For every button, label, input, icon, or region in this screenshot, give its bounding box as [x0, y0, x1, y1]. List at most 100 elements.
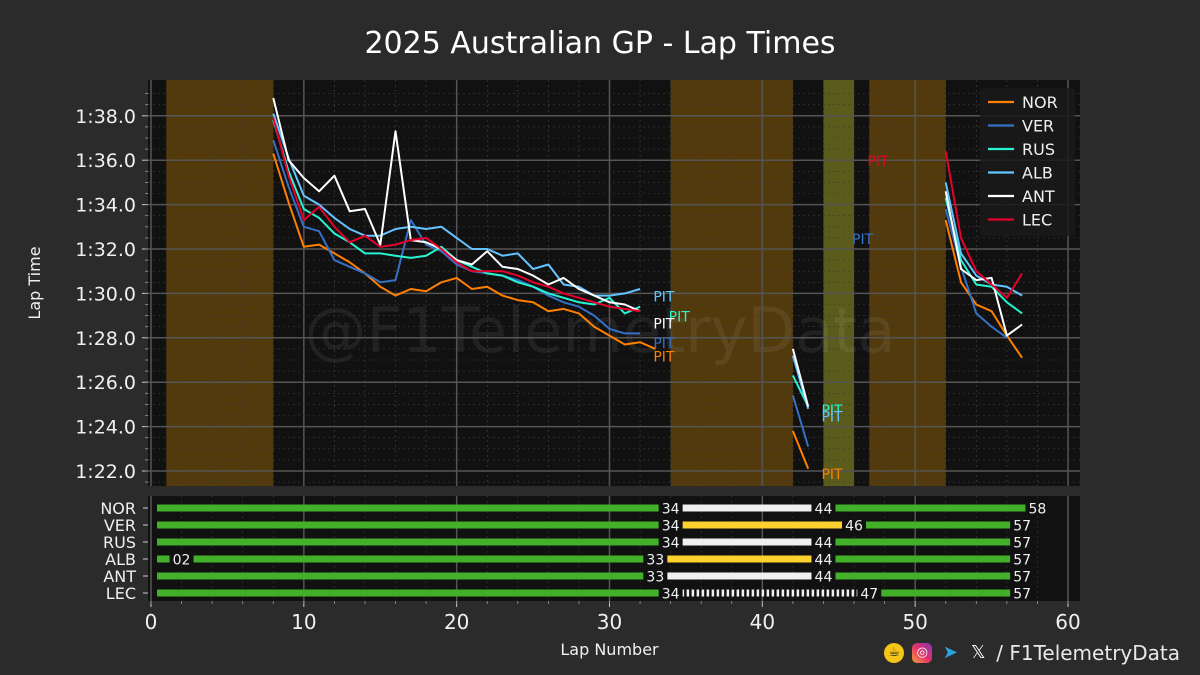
stint-stripe: [811, 589, 815, 597]
stint-stripe: [836, 589, 840, 597]
series-line-ver: [791, 395, 810, 447]
stint-stripe: [851, 589, 855, 597]
stint-bar-alb: [187, 555, 650, 563]
stint-bar-nor: [829, 504, 1032, 512]
y-tick-label: 1:30.0: [75, 283, 136, 305]
stint-label-ant: 57: [1013, 570, 1031, 586]
stint-stripe: [741, 589, 745, 597]
stint-label-bg: [811, 534, 836, 550]
stint-stripe: [776, 589, 780, 597]
series-line-nor: [791, 430, 810, 470]
legend-label-rus: RUS: [1022, 140, 1055, 159]
stint-label-nor: 34: [662, 502, 680, 518]
stint-label-rus: 57: [1013, 536, 1031, 552]
series-line-nor: [944, 219, 1023, 359]
shaded-period-sc-3: [869, 80, 946, 486]
stint-label-bg: [658, 534, 683, 550]
y-tick-label: 1:34.0: [75, 195, 136, 217]
stint-stripe: [731, 589, 735, 597]
stint-stripe: [781, 589, 785, 597]
series-line-rus: [944, 197, 1023, 315]
strategy-plot-area: [148, 496, 1080, 601]
stint-stripe: [766, 589, 770, 597]
stint-label-alb: 57: [1013, 553, 1031, 569]
x-tick-label: 50: [902, 610, 927, 634]
stint-stripe: [726, 589, 730, 597]
stint-stripe: [721, 589, 725, 597]
series-line-ant: [272, 97, 641, 313]
stint-stripe: [736, 589, 740, 597]
y-tick-label: 1:38.0: [75, 106, 136, 128]
series-line-ant: [791, 348, 810, 407]
instagram-icon[interactable]: ◎: [912, 643, 933, 663]
pit-label-nor: PIT: [653, 350, 675, 366]
stint-bar-lec: [157, 589, 665, 597]
stint-label-rus: 44: [815, 536, 833, 552]
stint-label-bg: [811, 551, 836, 567]
y-tick-label: 1:24.0: [75, 417, 136, 439]
stint-stripe: [771, 589, 775, 597]
stint-stripe: [846, 589, 850, 597]
telegram-icon[interactable]: ➤: [942, 642, 958, 663]
stint-label-bg: [811, 500, 836, 516]
stint-label-bg: [842, 517, 867, 533]
stint-label-lec: 57: [1013, 587, 1031, 603]
stint-label-ver: 46: [845, 519, 863, 535]
stint-label-bg: [643, 568, 668, 584]
stint-stripe: [696, 589, 700, 597]
stint-stripe: [761, 589, 765, 597]
stint-stripe: [816, 589, 820, 597]
coffee-icon[interactable]: ☕: [884, 643, 905, 663]
series-line-alb: [944, 182, 1023, 297]
strategy-driver-label: LEC: [106, 584, 136, 603]
stint-bar-rus: [157, 538, 665, 546]
y-axis-label: Lap Time: [25, 246, 44, 319]
y-tick-label: 1:28.0: [75, 328, 136, 350]
stint-label-bg: [1010, 585, 1035, 601]
strategy-driver-label: NOR: [100, 499, 136, 518]
stint-stripe: [681, 589, 685, 597]
stint-stripe: [746, 589, 750, 597]
strategy-driver-label: ANT: [103, 567, 136, 586]
pit-label-rus: PIT: [669, 310, 691, 326]
stint-stripe: [706, 589, 710, 597]
stint-label-rus: 34: [662, 536, 680, 552]
x-tick-label: 40: [750, 610, 775, 634]
pit-label-rus: PIT: [821, 403, 843, 419]
stint-label-bg: [658, 517, 683, 533]
stint-label-lec: 34: [662, 587, 680, 603]
stint-stripe: [686, 589, 690, 597]
footer-handle: / F1TelemetryData: [996, 641, 1180, 665]
pit-label-ant: PIT: [653, 316, 675, 332]
stint-stripe: [796, 589, 800, 597]
stint-bar-ant: [157, 572, 650, 580]
legend-label-nor: NOR: [1022, 93, 1058, 112]
stint-bar-alb: [829, 555, 1017, 563]
legend-label-ant: ANT: [1022, 187, 1055, 206]
stint-label-bg: [811, 568, 836, 584]
stint-bar-ver: [860, 521, 1017, 529]
stint-label-bg: [658, 500, 683, 516]
stint-label-bg: [1010, 551, 1035, 567]
stint-bar-ver: [157, 521, 665, 529]
stint-label-ant: 44: [815, 570, 833, 586]
y-tick-label: 1:26.0: [75, 372, 136, 394]
stint-stripe: [801, 589, 805, 597]
x-tick-label: 20: [444, 610, 469, 634]
stint-label-alb: 44: [815, 553, 833, 569]
legend-label-alb: ALB: [1022, 164, 1053, 183]
stint-stripe: [831, 589, 835, 597]
pit-label-ver: PIT: [653, 336, 675, 352]
legend-label-lec: LEC: [1022, 211, 1052, 230]
stint-label-bg: [169, 551, 194, 567]
stint-stripe: [711, 589, 715, 597]
stint-label-lec: 47: [860, 587, 878, 603]
x-icon[interactable]: 𝕏: [970, 642, 986, 663]
stint-bar-alb: [661, 555, 818, 563]
pit-label-alb: PIT: [821, 410, 843, 426]
y-tick-label: 1:22.0: [75, 461, 136, 483]
stint-bar-nor: [157, 504, 665, 512]
stint-stripe: [821, 589, 825, 597]
pit-label-nor: PIT: [821, 467, 843, 483]
